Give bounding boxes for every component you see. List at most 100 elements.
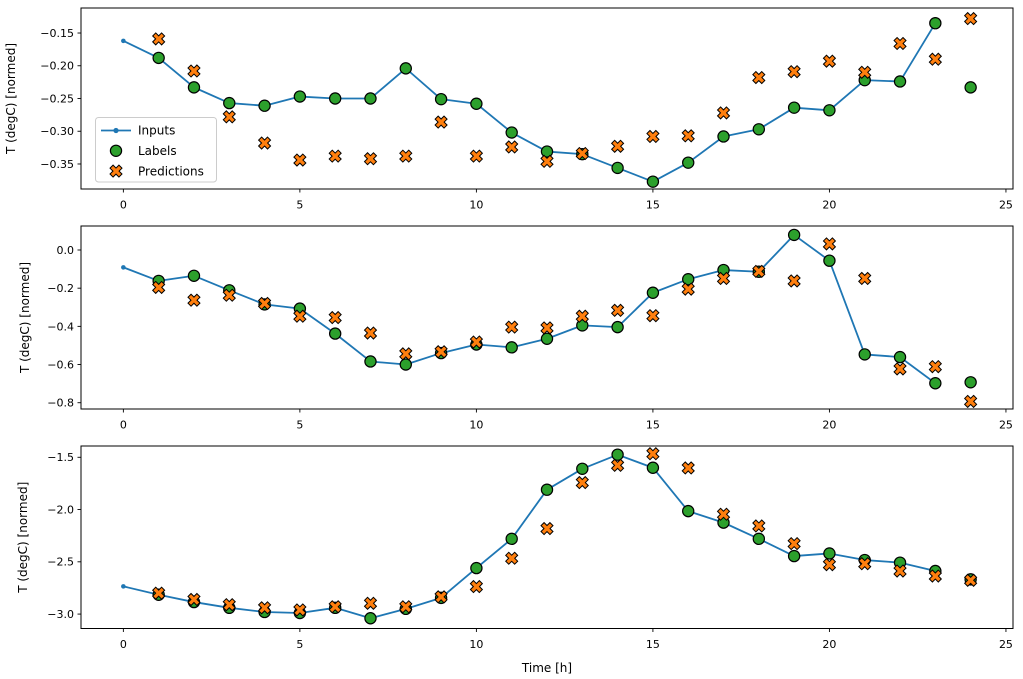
predictions-x-marker: [434, 345, 448, 359]
predictions-x-marker: [222, 597, 236, 612]
predictions-series: [151, 237, 978, 409]
labels-circle-marker: [434, 92, 448, 106]
labels-circle-marker: [540, 483, 554, 496]
y-tick-label: −0.4: [47, 320, 74, 333]
predictions-x-marker: [858, 557, 872, 571]
labels-circle-marker: [646, 175, 660, 188]
predictions-x-marker: [469, 149, 484, 163]
predictions-x-marker: [963, 11, 978, 26]
legend-item-label: Labels: [138, 144, 177, 158]
labels-circle-marker: [964, 376, 977, 389]
predictions-x-marker: [469, 335, 484, 349]
legend: Inputs Labels Predictions: [95, 117, 217, 183]
predictions-series: [151, 11, 978, 169]
y-tick-label: −3.0: [47, 608, 74, 621]
labels-circle-marker: [929, 16, 942, 30]
subplot-bottom: 0 5 10 15 20 25 −1.5 −2.0 −2.5 −3.0 T (degC) [norm…: [16, 445, 1014, 675]
predictions-x-marker: [893, 36, 907, 51]
x-tick-label: 0: [120, 199, 127, 212]
predictions-x-marker: [293, 309, 307, 323]
predictions-x-marker: [822, 54, 837, 68]
predictions-x-marker: [222, 110, 236, 124]
y-axis-label: T (degC) [normed]: [16, 482, 30, 594]
predictions-x-marker: [716, 271, 731, 286]
labels-circle-marker: [787, 549, 801, 563]
y-tick-label: −0.2: [47, 282, 74, 295]
subplot-top: 0 5 10 15 20 25 −0.15 −0.20 −0.25 −0.30 −0.35 T (de…: [4, 7, 1014, 212]
x-tick-label: 25: [999, 199, 1013, 212]
predictions-x-marker: [187, 293, 201, 307]
predictions-x-marker: [257, 601, 272, 615]
y-axis-label: T (degC) [normed]: [4, 43, 18, 155]
predictions-x-marker: [399, 347, 413, 361]
labels-circle-marker: [576, 462, 589, 475]
labels-circle-marker: [929, 377, 942, 390]
labels-circle-marker: [752, 123, 766, 136]
predictions-x-marker: [222, 288, 236, 302]
predictions-x-marker: [575, 309, 589, 323]
labels-circle-marker: [787, 228, 801, 242]
predictions-x-marker: [752, 264, 766, 279]
y-ticks: −0.15 −0.20 −0.25 −0.30 −0.35: [40, 27, 81, 171]
x-tick-label: 5: [296, 199, 303, 212]
x-ticks: 0 5 10 15 20 25: [120, 628, 1013, 651]
inputs-line: [122, 234, 937, 385]
y-tick-label: −0.20: [40, 60, 74, 73]
y-tick-label: −0.35: [40, 158, 74, 171]
legend-item-inputs: Inputs: [101, 124, 175, 138]
predictions-x-marker: [646, 308, 660, 323]
predictions-x-marker: [469, 579, 484, 594]
predictions-x-marker: [716, 507, 731, 521]
labels-circle-marker: [611, 161, 624, 175]
legend-labels-circle-swatch: [109, 144, 123, 157]
predictions-x-marker: [328, 600, 342, 614]
labels-circle-marker: [505, 532, 518, 546]
predictions-x-marker: [293, 153, 307, 167]
predictions-x-marker: [787, 64, 801, 79]
labels-circle-marker: [399, 62, 412, 75]
y-tick-label: −0.30: [40, 125, 74, 138]
predictions-x-marker: [151, 586, 166, 600]
predictions-x-marker: [681, 461, 695, 475]
labels-circle-marker: [682, 504, 695, 518]
x-ticks: 0 5 10 15 20 25: [120, 409, 1013, 432]
legend-item-label: Inputs: [138, 124, 175, 138]
predictions-x-marker: [575, 475, 589, 490]
predictions-x-marker: [363, 152, 378, 166]
x-tick-label: 10: [469, 419, 483, 432]
predictions-x-marker: [434, 115, 448, 129]
labels-circle-marker: [328, 92, 342, 105]
predictions-x-marker: [540, 321, 554, 335]
legend-predictions-x-swatch: [109, 164, 123, 178]
predictions-x-marker: [434, 590, 448, 604]
labels-circle-marker: [223, 96, 236, 110]
x-tick-label: 20: [822, 638, 836, 651]
predictions-x-marker: [681, 129, 695, 143]
x-tick-label: 0: [120, 419, 127, 432]
labels-circle-marker: [364, 355, 377, 368]
predictions-x-marker: [822, 237, 837, 251]
predictions-x-marker: [716, 106, 731, 120]
labels-circle-marker: [823, 254, 836, 267]
x-axis-label: Time [h]: [521, 661, 572, 675]
y-tick-label: −0.25: [40, 92, 74, 105]
x-tick-label: 5: [296, 419, 303, 432]
labels-circle-marker: [187, 269, 201, 282]
predictions-x-marker: [893, 362, 907, 376]
x-tick-label: 25: [999, 419, 1013, 432]
legend-item-labels: Labels: [109, 144, 177, 158]
labels-circle-marker: [823, 104, 836, 117]
labels-series: [152, 16, 977, 188]
labels-circle-marker: [682, 156, 695, 169]
labels-circle-marker: [505, 341, 518, 354]
labels-circle-marker: [470, 561, 483, 575]
y-ticks: 0.0 −0.2 −0.4 −0.6 −0.8: [47, 244, 81, 410]
predictions-x-marker: [610, 303, 625, 318]
predictions-x-marker: [752, 70, 766, 85]
x-tick-label: 25: [999, 638, 1013, 651]
predictions-x-marker: [187, 592, 201, 607]
predictions-x-marker: [293, 603, 307, 617]
legend-box: [95, 117, 217, 183]
y-tick-label: 0.0: [57, 244, 75, 257]
x-tick-label: 20: [822, 199, 836, 212]
